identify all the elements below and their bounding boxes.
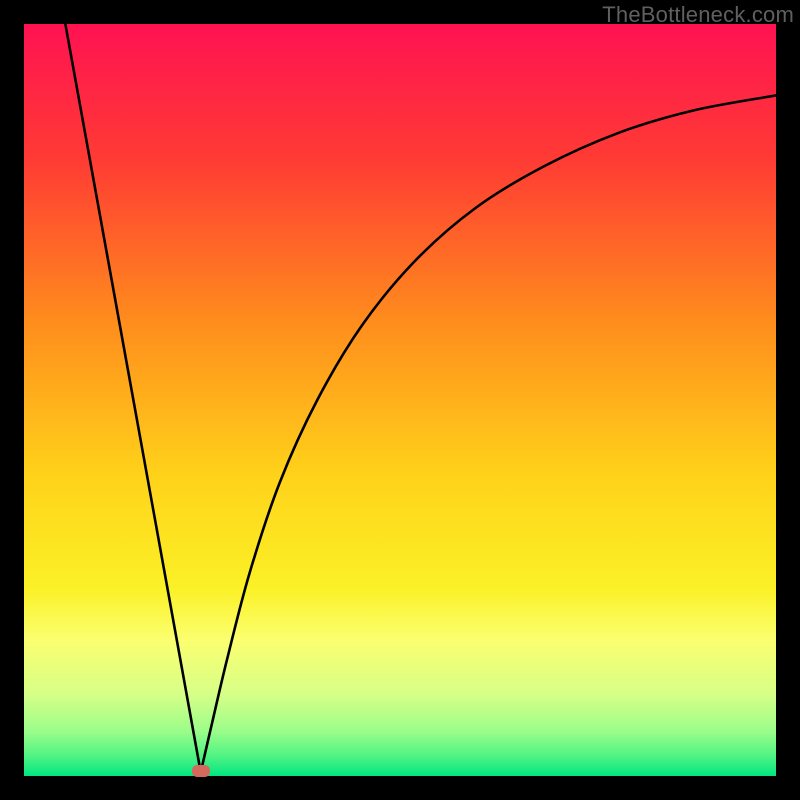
minimum-marker xyxy=(192,765,210,777)
chart-frame: TheBottleneck.com xyxy=(0,0,800,800)
chart-svg xyxy=(24,24,776,776)
plot-area xyxy=(24,24,776,776)
chart-background xyxy=(24,24,776,776)
